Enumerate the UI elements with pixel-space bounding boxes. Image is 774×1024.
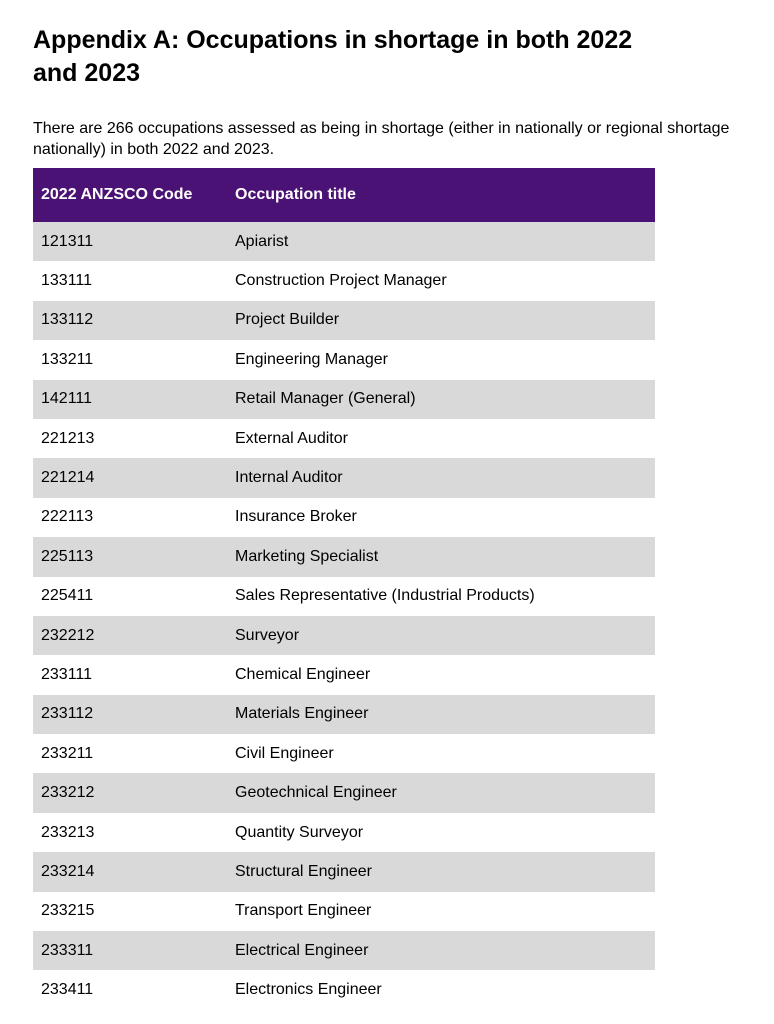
- occupation-title-cell: Sales Representative (Industrial Product…: [235, 587, 535, 605]
- anzsco-code-cell: 221214: [41, 469, 95, 487]
- table-row: 232212 Surveyor: [33, 615, 655, 656]
- occupation-title-cell: Electronics Engineer: [235, 981, 382, 999]
- table-row: 142111 Retail Manager (General): [33, 379, 655, 419]
- table-row: 222113 Insurance Broker: [33, 498, 655, 537]
- anzsco-code-cell: 142111: [41, 390, 93, 408]
- anzsco-code-cell: 221213: [41, 429, 95, 447]
- anzsco-code-cell: 225411: [41, 587, 94, 605]
- anzsco-code-cell: 233111: [41, 665, 93, 683]
- table-row: 233211 Civil Engineer: [33, 734, 655, 773]
- anzsco-code-cell: 222113: [41, 508, 94, 526]
- occupation-title-cell: Engineering Manager: [235, 350, 388, 368]
- table-row: 233112 Materials Engineer: [33, 694, 655, 735]
- occupations-table: 2022 ANZSCO Code Occupation title 121311…: [33, 168, 655, 1010]
- anzsco-code-cell: 233211: [41, 744, 94, 762]
- anzsco-code-cell: 232212: [41, 626, 95, 644]
- table-row: 233215 Transport Engineer: [33, 892, 655, 931]
- occupation-title-cell: Internal Auditor: [235, 469, 343, 487]
- occupation-title-cell: Insurance Broker: [235, 508, 357, 526]
- table-row: 225113 Marketing Specialist: [33, 537, 655, 577]
- occupation-title-cell: Quantity Surveyor: [235, 823, 364, 841]
- anzsco-code-cell: 233214: [41, 862, 95, 880]
- table-body: 121311 Apiarist 133111 Construction Project…: [33, 222, 655, 1010]
- occupation-title-cell: Surveyor: [235, 626, 300, 644]
- table-row: 225411 Sales Representative (Industrial P…: [33, 577, 655, 616]
- column-header-code: 2022 ANZSCO Code: [41, 186, 193, 203]
- column-header-title: Occupation title: [235, 186, 356, 203]
- table-row: 233111 Chemical Engineer: [33, 655, 655, 694]
- anzsco-code-cell: 233311: [41, 941, 94, 959]
- anzsco-code-cell: 133112: [41, 311, 94, 329]
- occupation-title-cell: Transport Engineer: [235, 902, 372, 920]
- table-row: 221214 Internal Auditor: [33, 458, 655, 498]
- intro-paragraph: There are 266 occupations assessed as be…: [33, 120, 730, 158]
- anzsco-code-cell: 225113: [41, 547, 94, 565]
- anzsco-code-cell: 133211: [41, 350, 94, 368]
- occupation-title-cell: Retail Manager (General): [235, 390, 416, 408]
- table-row: 233213 Quantity Surveyor: [33, 813, 655, 852]
- table-row: 233311 Electrical Engineer: [33, 931, 655, 971]
- page-title: Appendix A: Occupations in shortage in b…: [33, 26, 633, 87]
- anzsco-code-cell: 233215: [41, 902, 95, 920]
- table-row: 133111 Construction Project Manager: [33, 261, 655, 300]
- occupation-title-cell: Geotechnical Engineer: [235, 784, 397, 802]
- occupation-title-cell: Apiarist: [235, 232, 289, 250]
- occupation-title-cell: Construction Project Manager: [235, 272, 447, 290]
- anzsco-code-cell: 121311: [41, 232, 94, 250]
- occupation-title-cell: Marketing Specialist: [235, 547, 379, 565]
- occupation-title-cell: External Auditor: [235, 429, 348, 447]
- anzsco-code-cell: 233213: [41, 823, 95, 841]
- anzsco-code-cell: 233411: [41, 981, 94, 999]
- occupation-title-cell: Materials Engineer: [235, 705, 369, 723]
- table-row: 233214 Structural Engineer: [33, 852, 655, 892]
- document-page: Appendix A: Occupations in shortage in b…: [33, 24, 733, 1010]
- occupation-title-cell: Chemical Engineer: [235, 665, 371, 683]
- occupation-title-cell: Electrical Engineer: [235, 941, 369, 959]
- table-row: 233212 Geotechnical Engineer: [33, 773, 655, 813]
- occupation-title-cell: Project Builder: [235, 311, 340, 329]
- table-row: 133112 Project Builder: [33, 300, 655, 341]
- table-row: 121311 Apiarist: [33, 222, 655, 262]
- table-header: 2022 ANZSCO Code Occupation title: [33, 168, 655, 222]
- anzsco-code-cell: 133111: [41, 272, 93, 290]
- anzsco-code-cell: 233112: [41, 705, 94, 723]
- table-row: 221213 External Auditor: [33, 419, 655, 458]
- occupation-title-cell: Structural Engineer: [235, 862, 372, 880]
- table-row: 233411 Electronics Engineer: [33, 970, 655, 1009]
- anzsco-code-cell: 233212: [41, 784, 95, 802]
- occupation-title-cell: Civil Engineer: [235, 744, 334, 762]
- table-row: 133211 Engineering Manager: [33, 340, 655, 379]
